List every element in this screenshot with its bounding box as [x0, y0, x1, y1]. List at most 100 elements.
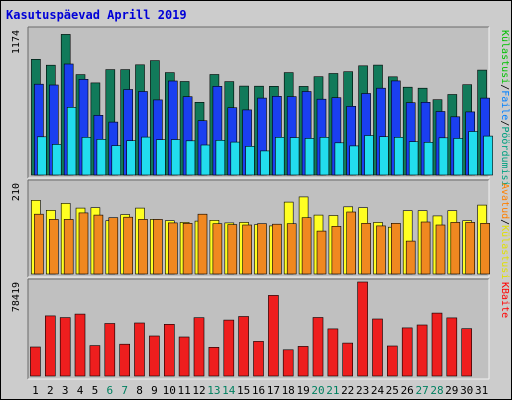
bar-middle-avatud-29: [450, 222, 461, 275]
bar-middle-avatud-22: [346, 211, 357, 275]
bar-top-külastusi-22: [349, 145, 360, 176]
panel-bottom-max-label: 78419: [11, 282, 22, 312]
bar-bottom-kbaite-16: [253, 341, 264, 377]
x-tick-label-19: 19: [296, 384, 309, 397]
bar-bottom-kbaite-15: [238, 316, 249, 377]
panel-top-legend-part: Faile: [499, 90, 510, 120]
x-tick-label-1: 1: [32, 384, 39, 397]
bar-middle-avatud-20: [316, 230, 327, 275]
x-tick-label-14: 14: [222, 384, 236, 397]
bar-middle-avatud-3: [63, 219, 74, 275]
bar-top-külastusi-28: [438, 137, 449, 176]
bar-top-külastusi-27: [423, 142, 434, 176]
bar-top-külastusi-29: [453, 138, 464, 176]
bar-middle-avatud-5: [93, 214, 104, 275]
panel-middle-legend-label: Avatud/Külastusi: [499, 183, 510, 279]
bar-top-külastusi-12: [200, 144, 211, 176]
bar-top-külastusi-4: [81, 137, 92, 176]
panel-middle-legend-part: Avatud: [499, 183, 510, 219]
bar-bottom-kbaite-20: [312, 317, 324, 377]
bar-middle-avatud-18: [286, 223, 297, 275]
bar-bottom-kbaite-4: [74, 313, 86, 377]
x-tick-label-3: 3: [62, 384, 69, 397]
bar-top-külastusi-23: [364, 135, 374, 176]
x-tick-label-6: 6: [106, 384, 113, 397]
bar-top-külastusi-30: [468, 131, 479, 176]
panel-middle-max-label: 210: [11, 183, 22, 201]
x-tick-label-25: 25: [386, 384, 399, 397]
bar-bottom-kbaite-23: [357, 281, 368, 377]
bar-bottom-kbaite-24: [372, 318, 383, 377]
bar-middle-avatud-11: [182, 223, 193, 275]
panel-top-legend-part: /: [499, 84, 510, 90]
bar-top-külastusi-26: [408, 141, 419, 176]
x-tick-label-10: 10: [163, 384, 176, 397]
x-tick-label-21: 21: [326, 384, 339, 397]
x-tick-label-23: 23: [356, 384, 369, 397]
bar-middle-avatud-31: [480, 223, 490, 275]
bar-middle-avatud-10: [168, 222, 178, 275]
bar-top-külastusi-18: [289, 137, 300, 176]
bar-middle-avatud-25: [390, 223, 401, 275]
x-tick-label-15: 15: [237, 384, 250, 397]
bar-middle-avatud-14: [227, 224, 238, 275]
panel-bottom-legend-part: KBaite: [499, 282, 510, 318]
bar-middle-avatud-4: [78, 212, 89, 275]
panel-bottom-legend-label: KBaite: [499, 282, 510, 318]
bar-top-külastusi-7: [126, 140, 136, 176]
x-tick-label-28: 28: [430, 384, 443, 397]
bar-middle-avatud-19: [301, 217, 312, 275]
bar-middle-avatud-21: [331, 226, 342, 275]
bar-middle-avatud-7: [123, 216, 133, 275]
x-tick-label-2: 2: [47, 384, 54, 397]
bar-bottom-kbaite-26: [401, 327, 413, 377]
x-tick-label-9: 9: [151, 384, 158, 397]
panel-top-max-label: 1174: [11, 30, 22, 54]
bar-top-külastusi-19: [304, 138, 315, 176]
panel-top-legend-part: /: [499, 120, 510, 126]
x-tick-label-30: 30: [460, 384, 473, 397]
bar-bottom-kbaite-17: [268, 295, 279, 377]
panel-top-legend-label: Külastusi/Faile/Pöördumisi: [499, 30, 510, 187]
x-tick-label-26: 26: [401, 384, 414, 397]
bar-bottom-kbaite-7: [119, 343, 130, 377]
bar-top-külastusi-20: [319, 137, 330, 176]
bar-bottom-kbaite-22: [342, 342, 354, 377]
x-tick-label-5: 5: [92, 384, 99, 397]
bar-bottom-kbaite-10: [164, 323, 175, 377]
bar-middle-avatud-23: [361, 223, 371, 275]
bar-middle-avatud-26: [405, 240, 416, 275]
bar-bottom-kbaite-11: [178, 336, 190, 377]
x-tick-label-4: 4: [77, 384, 84, 397]
bar-middle-avatud-17: [272, 223, 282, 275]
bar-bottom-kbaite-27: [416, 324, 428, 377]
x-tick-label-17: 17: [267, 384, 280, 397]
x-tick-label-22: 22: [341, 384, 354, 397]
panel-top-legend-part: Külastusi: [499, 30, 510, 84]
chart-title: Kasutuspäevad Aprill 2019: [6, 8, 187, 22]
bar-middle-avatud-24: [376, 225, 386, 275]
bar-bottom-kbaite-5: [89, 345, 101, 377]
bar-middle-avatud-2: [48, 219, 59, 275]
bar-top-külastusi-21: [334, 142, 345, 176]
bar-bottom-kbaite-21: [327, 328, 339, 377]
x-tick-label-24: 24: [371, 384, 385, 397]
bar-bottom-kbaite-12: [193, 317, 205, 377]
bar-bottom-kbaite-13: [208, 346, 220, 377]
bar-bottom-kbaite-9: [149, 335, 160, 377]
x-tick-label-7: 7: [121, 384, 128, 397]
bar-top-külastusi-11: [185, 140, 196, 176]
bar-middle-avatud-16: [257, 223, 267, 275]
bar-top-külastusi-25: [393, 137, 404, 176]
bar-top-külastusi-6: [111, 145, 122, 176]
bar-bottom-kbaite-3: [59, 317, 71, 377]
x-tick-label-18: 18: [282, 384, 295, 397]
bar-middle-avatud-30: [465, 222, 476, 275]
bar-top-külastusi-15: [245, 146, 255, 176]
x-tick-label-12: 12: [192, 384, 205, 397]
bar-bottom-kbaite-25: [386, 345, 398, 377]
bar-top-külastusi-9: [156, 139, 166, 176]
bar-bottom-kbaite-19: [297, 346, 309, 377]
bar-top-külastusi-10: [171, 139, 181, 176]
